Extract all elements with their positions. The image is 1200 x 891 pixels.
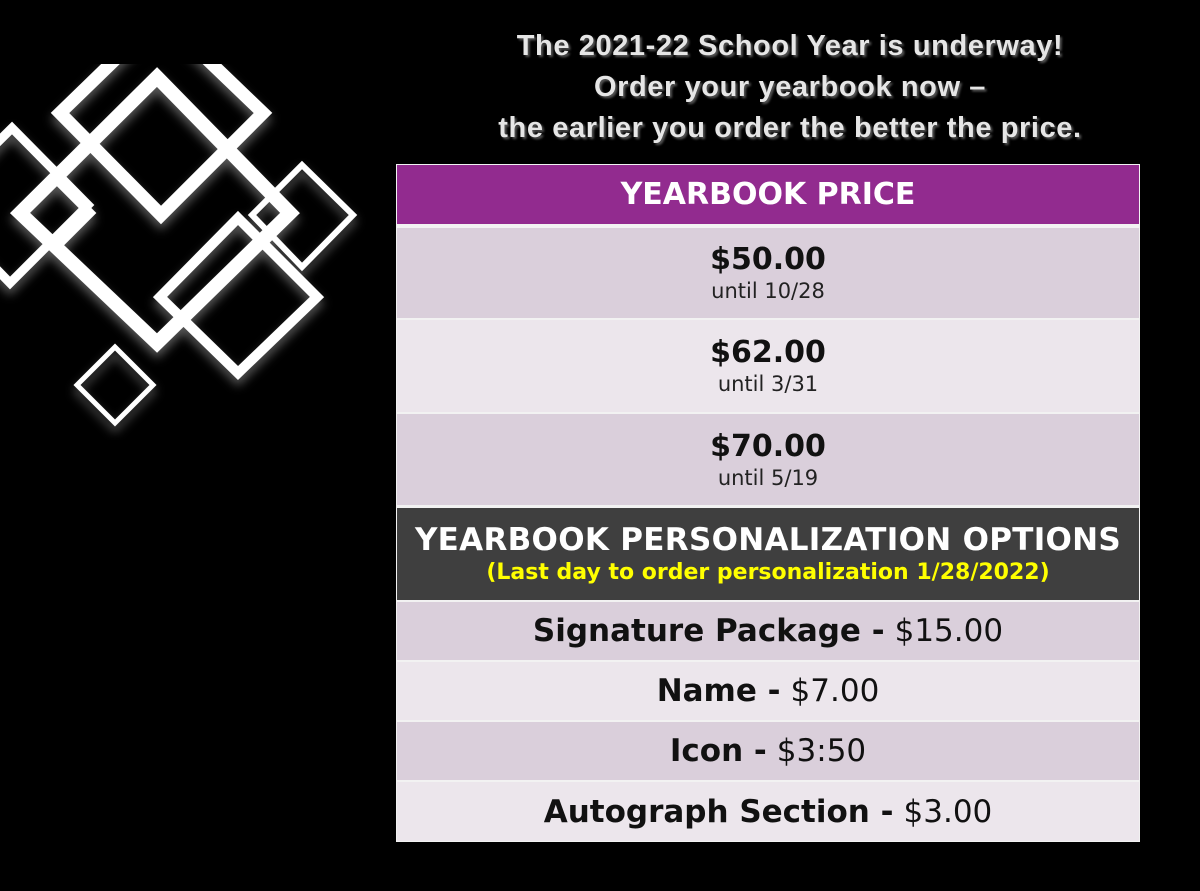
tier-deadline: until 10/28: [711, 279, 825, 303]
option-name: Name -: [656, 673, 781, 709]
option-name: Icon -: [669, 733, 767, 769]
tier-price: $62.00: [710, 335, 826, 370]
option-price: $7.00: [790, 673, 880, 709]
option-price: $15.00: [894, 613, 1004, 649]
option-price: $3.00: [903, 793, 993, 830]
headline: The 2021-22 School Year is underway! Ord…: [400, 26, 1180, 149]
decorative-diamonds-graphic: [0, 64, 358, 427]
personalization-deadline-note: (Last day to order personalization 1/28/…: [486, 560, 1050, 585]
price-tier-row: $70.00 until 5/19: [397, 414, 1139, 505]
headline-line-3: the earlier you order the better the pri…: [498, 112, 1082, 144]
option-price: $3:50: [776, 733, 867, 769]
headline-line-2: Order your yearbook now –: [593, 71, 987, 103]
option-name: Autograph Section -: [543, 793, 894, 830]
price-table: YEARBOOK PRICE $50.00 until 10/28 $62.00…: [396, 164, 1140, 842]
option-row: Name - $7.00: [397, 662, 1139, 720]
personalization-header: YEARBOOK PERSONALIZATION OPTIONS (Last d…: [397, 508, 1139, 600]
tier-price: $50.00: [710, 242, 826, 277]
tier-deadline: until 5/19: [717, 465, 819, 490]
option-row: Signature Package - $15.00: [397, 602, 1139, 660]
price-tier-row: $50.00 until 10/28: [397, 228, 1139, 318]
option-row: Icon - $3:50: [397, 722, 1139, 780]
tier-price: $70.00: [710, 428, 826, 464]
tier-deadline: until 3/31: [717, 372, 819, 396]
price-table-header: YEARBOOK PRICE: [397, 165, 1139, 224]
option-row: Autograph Section - $3.00: [397, 782, 1139, 841]
headline-line-1: The 2021-22 School Year is underway!: [516, 30, 1064, 62]
personalization-title: YEARBOOK PERSONALIZATION OPTIONS: [414, 522, 1122, 558]
option-name: Signature Package -: [532, 613, 885, 649]
price-tier-row: $62.00 until 3/31: [397, 320, 1139, 412]
